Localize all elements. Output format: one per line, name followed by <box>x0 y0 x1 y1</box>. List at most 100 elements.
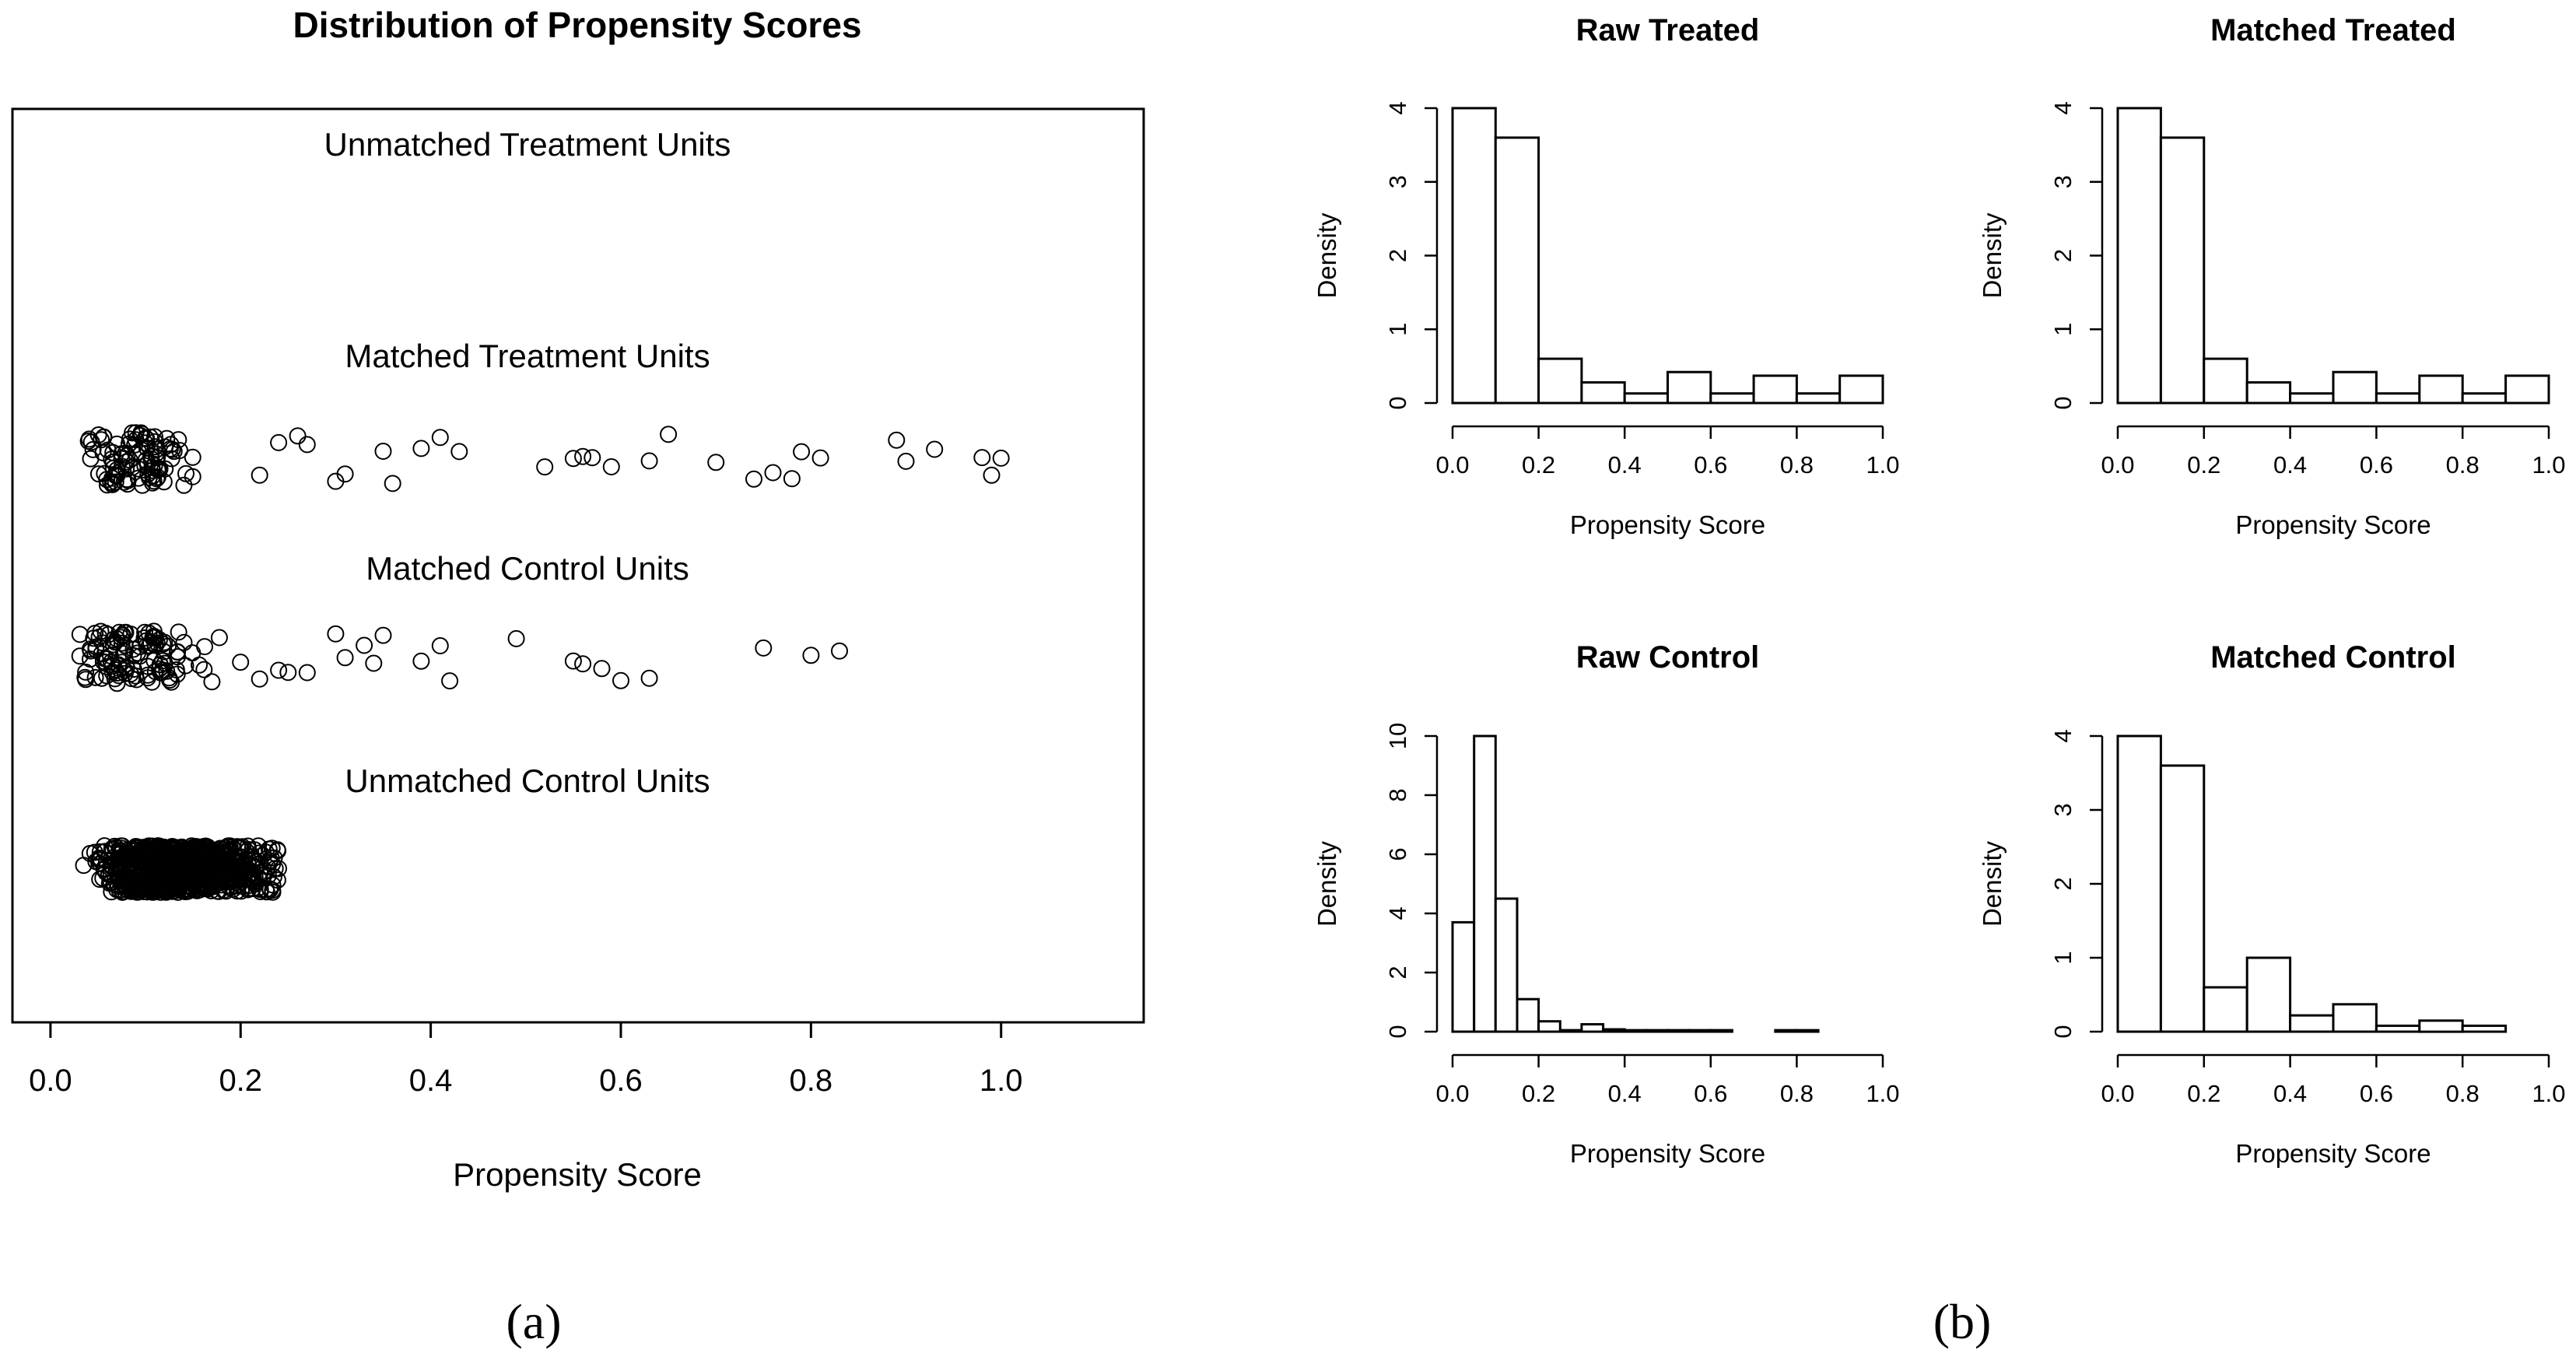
jitter-point <box>142 447 160 464</box>
jitter-point <box>384 475 401 492</box>
jitter-point <box>336 649 354 667</box>
histogram-bar <box>1645 1029 1670 1033</box>
histogram-bar <box>2289 1014 2335 1033</box>
histogram-bar <box>1667 370 1712 405</box>
jitter-point <box>289 427 307 445</box>
histogram-bar <box>1537 1020 1561 1033</box>
jitter-point <box>177 464 195 482</box>
jitter-point <box>237 862 255 880</box>
histogram-bar <box>1580 1023 1605 1033</box>
histogram-bar <box>2418 374 2464 405</box>
jitter-point <box>992 449 1010 467</box>
histogram-x-tick-label: 1.0 <box>1866 451 1899 478</box>
jitter-point <box>926 440 944 458</box>
jitter-point <box>128 671 145 689</box>
histogram-bar <box>1709 1029 1733 1033</box>
histogram-y-tick-label: 6 <box>1384 847 1411 861</box>
histogram-y-tick-label: 1 <box>2049 951 2077 964</box>
histogram-bar <box>1602 1028 1626 1033</box>
histogram-bar <box>1537 357 1583 405</box>
histogram-bar <box>2332 370 2378 405</box>
jitter-point <box>160 882 178 899</box>
jitter-point <box>96 464 114 482</box>
jitter-point <box>156 460 174 478</box>
histogram-y-tick-label: 4 <box>2049 729 2077 742</box>
histogram-bar <box>1516 997 1540 1033</box>
jitter-point <box>188 853 206 871</box>
histogram-bar <box>1494 897 1519 1033</box>
jitter-point <box>602 458 620 475</box>
histogram-bar <box>1667 1029 1691 1033</box>
histogram-y-tick-label: 0 <box>1384 1025 1411 1038</box>
histogram-bar <box>2159 136 2206 405</box>
jitter-point <box>124 661 142 678</box>
jitter-point <box>412 440 430 457</box>
jitter-point <box>279 664 297 682</box>
histogram-title: Raw Control <box>1576 640 1760 675</box>
jitter-point <box>127 424 145 442</box>
histogram-bar <box>1774 1029 1799 1033</box>
histogram-y-tick-label: 0 <box>2049 396 2077 409</box>
histogram-x-tick-label: 0.0 <box>1435 451 1469 478</box>
histogram-bar <box>2116 107 2162 405</box>
jitter-point <box>564 450 582 468</box>
jitter-point <box>251 466 268 484</box>
jitter-point <box>811 449 829 467</box>
jitter-point <box>660 426 678 443</box>
histogram-bar <box>1752 374 1798 405</box>
jitter-point <box>183 837 201 855</box>
jitter-point <box>158 874 175 892</box>
histogram-bar <box>2245 956 2292 1033</box>
histogram-bar <box>1451 920 1476 1033</box>
jitter-point <box>147 871 164 889</box>
jitter-point <box>122 849 139 867</box>
jitter-point <box>144 468 162 485</box>
histogram-y-tick-label: 3 <box>1384 175 1411 188</box>
jitter-point <box>374 626 392 644</box>
jitter-point <box>132 869 150 887</box>
jitter-point <box>564 652 582 670</box>
histogram-y-axis-title: Density <box>1313 212 1341 299</box>
histogram-x-tick-label: 0.6 <box>1694 1080 1727 1107</box>
histogram-x-axis-title: Propensity Score <box>2235 510 2431 539</box>
histogram-y-axis-title: Density <box>1313 840 1341 927</box>
histogram-y-axis-title: Density <box>1978 840 2006 927</box>
jitter-point <box>169 643 186 661</box>
jitter-point <box>983 466 1001 484</box>
jitter-point <box>186 861 204 878</box>
jitter-point <box>764 464 782 482</box>
panel-label-a: (a) <box>506 1294 561 1349</box>
histogram-x-tick-label: 0.8 <box>1780 1080 1814 1107</box>
jitter-point <box>584 449 601 467</box>
jitter-point <box>155 473 173 491</box>
histogram-bar <box>1795 392 1842 405</box>
jitter-point <box>574 655 592 673</box>
histogram-x-tick-label: 0.8 <box>2446 451 2480 478</box>
jitter-point <box>191 656 208 674</box>
histogram-matched-treated: Matched Treated 0.0 0.2 0.4 0.6 0.8 1.0 Propens… <box>1978 13 2566 539</box>
jitter-point <box>230 848 248 865</box>
jitter-point <box>160 669 178 687</box>
jitter-point <box>507 629 525 647</box>
histogram-bar <box>1623 1029 1648 1033</box>
jitter-point <box>114 626 131 644</box>
histogram-title: Matched Treated <box>2210 13 2456 47</box>
jitter-point <box>90 628 108 646</box>
jitter-point <box>152 664 170 682</box>
jitter-point <box>265 868 282 885</box>
jitter-point <box>221 841 239 859</box>
jitter-point <box>104 459 122 477</box>
jitter-point <box>574 447 592 465</box>
jitter-point <box>122 882 140 900</box>
histogram-bar <box>1838 374 1884 405</box>
histogram-x-tick-label: 0.0 <box>1435 1080 1469 1107</box>
jitter-point <box>76 668 94 686</box>
histogram-x-tick-label: 0.2 <box>2187 451 2220 478</box>
group-label-matched-control: Matched Control Units <box>366 550 689 587</box>
histogram-matched-control: Matched Control 0.0 0.2 0.4 0.6 0.8 1.0 Propens… <box>1978 640 2566 1168</box>
jitter-point <box>755 639 773 657</box>
jitter-x-tick-label: 0.6 <box>599 1064 643 1098</box>
histogram-y-tick-label: 2 <box>2049 877 2077 890</box>
histogram-bar <box>1494 136 1540 405</box>
